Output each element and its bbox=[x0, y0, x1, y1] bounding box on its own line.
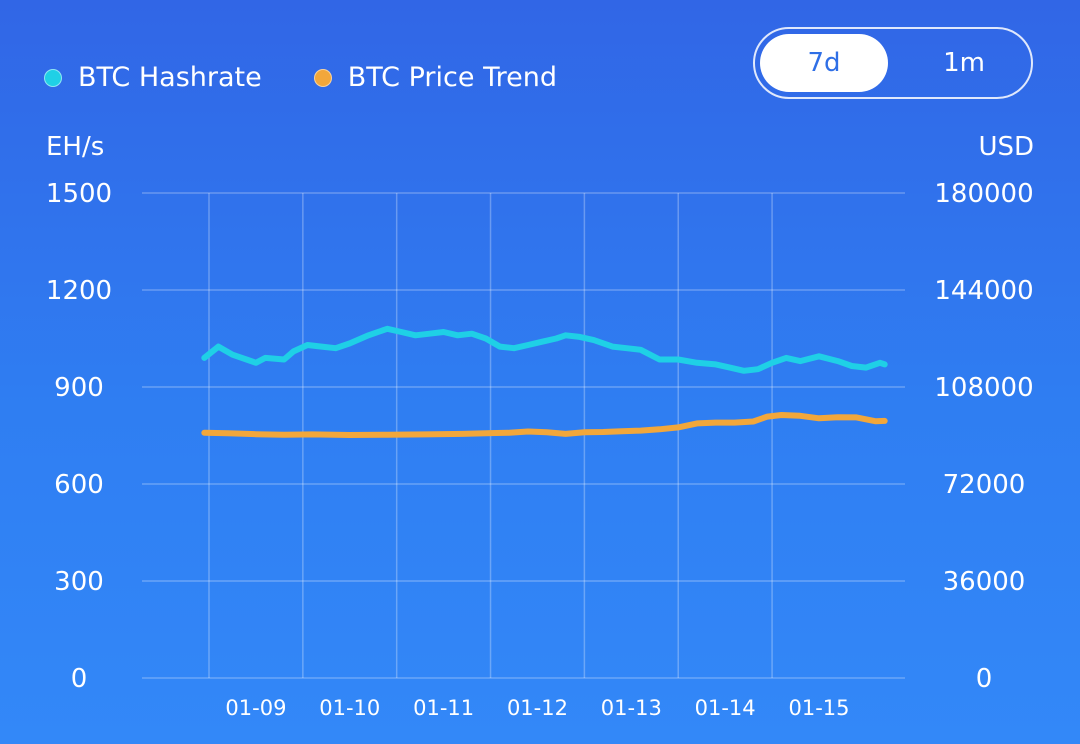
right-tick-label: 108000 bbox=[934, 373, 1033, 403]
left-axis-unit: EH/s bbox=[46, 132, 105, 162]
legend-label-hashrate: BTC Hashrate bbox=[78, 62, 262, 93]
x-axis-ticks: 01-09 01-10 01-11 01-12 01-13 01-14 01-15 bbox=[225, 696, 849, 720]
right-axis-unit: USD bbox=[978, 132, 1034, 162]
x-tick-label: 01-13 bbox=[601, 696, 662, 720]
x-tick-label: 01-15 bbox=[788, 696, 849, 720]
time-range-toggle: 7d 1m bbox=[753, 27, 1033, 99]
horizontal-gridlines bbox=[142, 192, 905, 679]
right-tick-label: 0 bbox=[976, 664, 993, 694]
x-tick-label: 01-11 bbox=[413, 696, 474, 720]
x-tick-label: 01-09 bbox=[225, 696, 286, 720]
left-tick-label: 1500 bbox=[46, 179, 112, 209]
left-tick-label: 900 bbox=[54, 373, 104, 403]
chart-legend: BTC Hashrate BTC Price Trend bbox=[44, 62, 609, 93]
x-tick-label: 01-10 bbox=[319, 696, 380, 720]
legend-label-price: BTC Price Trend bbox=[347, 62, 557, 93]
legend-item-price[interactable]: BTC Price Trend bbox=[313, 62, 557, 93]
series-line-price bbox=[201, 412, 888, 438]
price-dot-icon bbox=[313, 68, 332, 87]
legend-item-hashrate[interactable]: BTC Hashrate bbox=[44, 62, 262, 93]
right-tick-label: 144000 bbox=[934, 276, 1033, 306]
range-1m-button[interactable]: 1m bbox=[943, 48, 985, 78]
series-line-hashrate bbox=[201, 325, 888, 374]
right-tick-label: 180000 bbox=[934, 179, 1033, 209]
x-tick-label: 01-14 bbox=[695, 696, 756, 720]
hashrate-dot-icon bbox=[44, 68, 62, 87]
range-7d-button[interactable]: 7d bbox=[760, 34, 888, 92]
x-tick-label: 01-12 bbox=[507, 696, 568, 720]
left-tick-label: 300 bbox=[54, 567, 104, 597]
left-tick-label: 1200 bbox=[46, 276, 112, 306]
left-axis-ticks: 1500 1200 900 600 300 0 bbox=[46, 179, 112, 694]
right-axis-ticks: 180000 144000 108000 72000 36000 0 bbox=[934, 179, 1033, 694]
left-tick-label: 0 bbox=[71, 664, 88, 694]
right-tick-label: 72000 bbox=[943, 470, 1026, 500]
right-tick-label: 36000 bbox=[943, 567, 1026, 597]
left-tick-label: 600 bbox=[54, 470, 104, 500]
series-lines bbox=[201, 325, 888, 438]
